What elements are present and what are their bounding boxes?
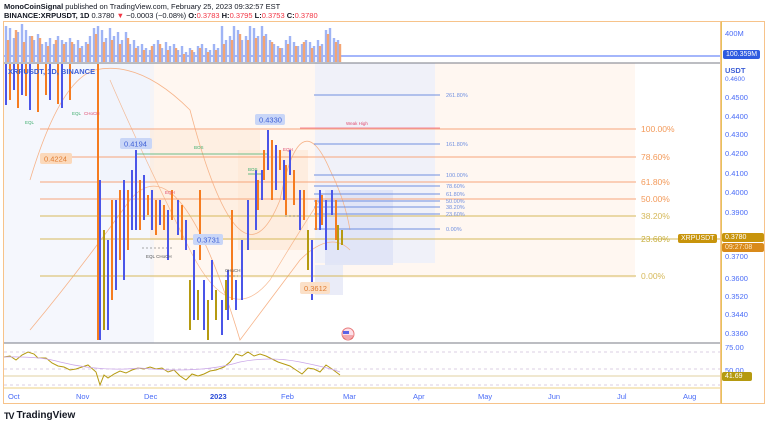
svg-text:BOS: BOS <box>194 145 204 150</box>
svg-text:EQL: EQL <box>25 120 35 125</box>
svg-text:EQL: EQL <box>72 111 82 116</box>
svg-text:CHoCH: CHoCH <box>225 268 241 273</box>
svg-text:0.00%: 0.00% <box>446 227 462 233</box>
svg-text:CHoCH: CHoCH <box>84 111 100 116</box>
svg-text:0.4330: 0.4330 <box>259 116 282 125</box>
brand-name: TradingView <box>16 410 76 421</box>
svg-text:0.4194: 0.4194 <box>124 140 147 149</box>
price-axis[interactable] <box>721 21 765 404</box>
tradingview-logo-icon: TV <box>4 410 14 421</box>
svg-text:EQH: EQH <box>165 190 175 195</box>
svg-text:50.00%: 50.00% <box>446 199 465 205</box>
chart-header: MonoCoinSignal published on TradingView.… <box>4 2 318 20</box>
svg-text:78.60%: 78.60% <box>446 184 465 190</box>
svg-text:38.20%: 38.20% <box>446 205 465 211</box>
svg-text:Weak High: Weak High <box>346 121 368 126</box>
low-value: 0.3753 <box>261 11 285 20</box>
svg-text:38.20%: 38.20% <box>641 211 670 221</box>
svg-text:61.80%: 61.80% <box>641 177 670 187</box>
svg-text:0.3731: 0.3731 <box>197 236 220 245</box>
symbol-tag: XRPUSDT <box>678 234 718 243</box>
rsi-current-tag: 41.69 <box>722 372 752 381</box>
published-text: published on TradingView.com, February 2… <box>65 2 281 11</box>
svg-text:261.80%: 261.80% <box>446 93 468 99</box>
svg-text:100.00%: 100.00% <box>446 173 468 179</box>
countdown-tag: 09:27:08 <box>722 243 764 252</box>
svg-text:50.00%: 50.00% <box>641 194 670 204</box>
svg-text:EQL CHoCH: EQL CHoCH <box>146 254 172 259</box>
svg-text:23.60%: 23.60% <box>446 212 465 218</box>
svg-text:23.60%: 23.60% <box>641 234 670 244</box>
down-arrow-icon: ▼ <box>116 11 125 20</box>
volume-bars <box>4 24 342 62</box>
volume-axis-label: 400M <box>725 29 744 38</box>
fib-right-labels: 100.00% 78.60% 61.80% 50.00% 38.20% 23.6… <box>641 124 675 281</box>
svg-text:0.3612: 0.3612 <box>304 284 327 293</box>
high-value: 0.3795 <box>229 11 253 20</box>
current-price-tag: 0.3780 <box>722 233 764 242</box>
svg-text:BOS: BOS <box>248 167 258 172</box>
svg-text:0.00%: 0.00% <box>641 271 666 281</box>
svg-text:EQH: EQH <box>283 147 293 152</box>
last-price: 0.3780 <box>91 11 115 20</box>
svg-text:161.80%: 161.80% <box>446 142 468 148</box>
svg-text:0.4224: 0.4224 <box>44 155 67 164</box>
volume-current-tag: 100.359M <box>723 50 761 59</box>
svg-text:78.60%: 78.60% <box>641 152 670 162</box>
fib-retracement-lines <box>40 128 636 200</box>
open-value: 0.3783 <box>196 11 220 20</box>
svg-text:61.80%: 61.80% <box>446 192 465 198</box>
price-change: −0.0003 (−0.08%) <box>126 11 187 20</box>
tradingview-branding[interactable]: TV TradingView <box>4 410 75 421</box>
chart-overlay-title: XRPUSDT, 1D, BINANCE <box>8 67 95 76</box>
currency-label: USDT <box>725 66 746 75</box>
author-name[interactable]: MonoCoinSignal <box>4 2 64 11</box>
fib-ext-labels: 261.80% 161.80% 100.00% 78.60% 61.80% 50… <box>446 93 468 233</box>
svg-text:100.00%: 100.00% <box>641 124 675 134</box>
symbol-line: BINANCE:XRPUSDT, 1D <box>4 11 90 20</box>
close-value: 0.3780 <box>294 11 318 20</box>
candles <box>5 64 343 340</box>
